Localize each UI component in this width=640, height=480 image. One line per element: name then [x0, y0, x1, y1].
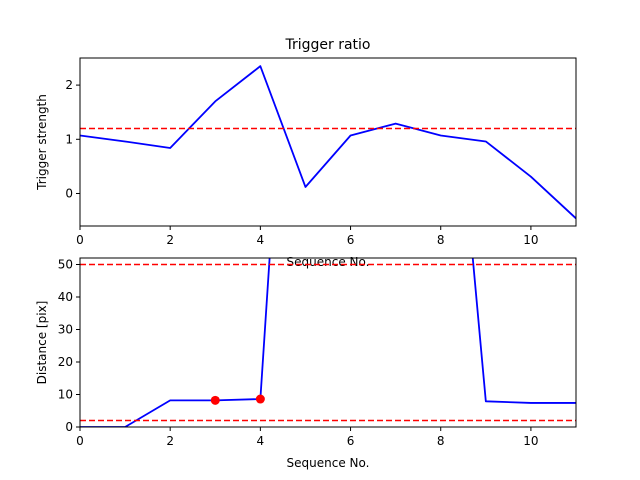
plot-area	[80, 258, 576, 427]
y-axis-label: Distance [pix]	[35, 301, 49, 385]
axes-frame	[79, 257, 577, 428]
x-tick-label: 4	[257, 434, 265, 448]
x-tick-label: 2	[166, 434, 174, 448]
x-tick-label: 6	[347, 434, 355, 448]
y-tick-label: 10	[58, 388, 73, 402]
series-line-1	[80, 258, 576, 427]
series-line-1	[80, 65, 576, 220]
y-tick-label: 0	[65, 186, 73, 200]
y-tick-label: 0	[65, 420, 73, 434]
x-tick-label: 6	[347, 233, 355, 247]
data-point-marker-2	[255, 394, 265, 404]
axes-frame	[79, 57, 577, 227]
y-tick-label: 40	[58, 290, 73, 304]
x-tick-label: 4	[257, 233, 265, 247]
data-point-marker-1	[210, 395, 220, 405]
x-tick-label: 8	[437, 233, 445, 247]
plot-area	[80, 65, 576, 220]
x-tick-label: 8	[437, 434, 445, 448]
y-tick-label: 2	[65, 78, 73, 92]
y-tick-label: 30	[58, 323, 73, 337]
x-tick-label: 0	[76, 233, 84, 247]
x-tick-label: 10	[523, 434, 538, 448]
chart-panel-2: 0 2 4 6 8 10 0 10 20 30 40 50 Sequence No. Distance […	[35, 257, 577, 470]
y-axis-label: Trigger strength	[35, 94, 49, 191]
x-tick-label: 2	[166, 233, 174, 247]
x-tick-label: 0	[76, 434, 84, 448]
chart-panel-1: 0 2 4 6 8 10 0 1 2 Sequence No. Trigger strength Tr…	[35, 37, 577, 269]
x-tick-label: 10	[523, 233, 538, 247]
chart-title: Trigger ratio	[284, 37, 370, 53]
y-tick-label: 1	[65, 132, 73, 146]
y-tick-label: 20	[58, 355, 73, 369]
x-axis-label: Sequence No.	[287, 255, 370, 269]
x-axis-label: Sequence No.	[287, 456, 370, 470]
y-tick-label: 50	[58, 258, 73, 272]
